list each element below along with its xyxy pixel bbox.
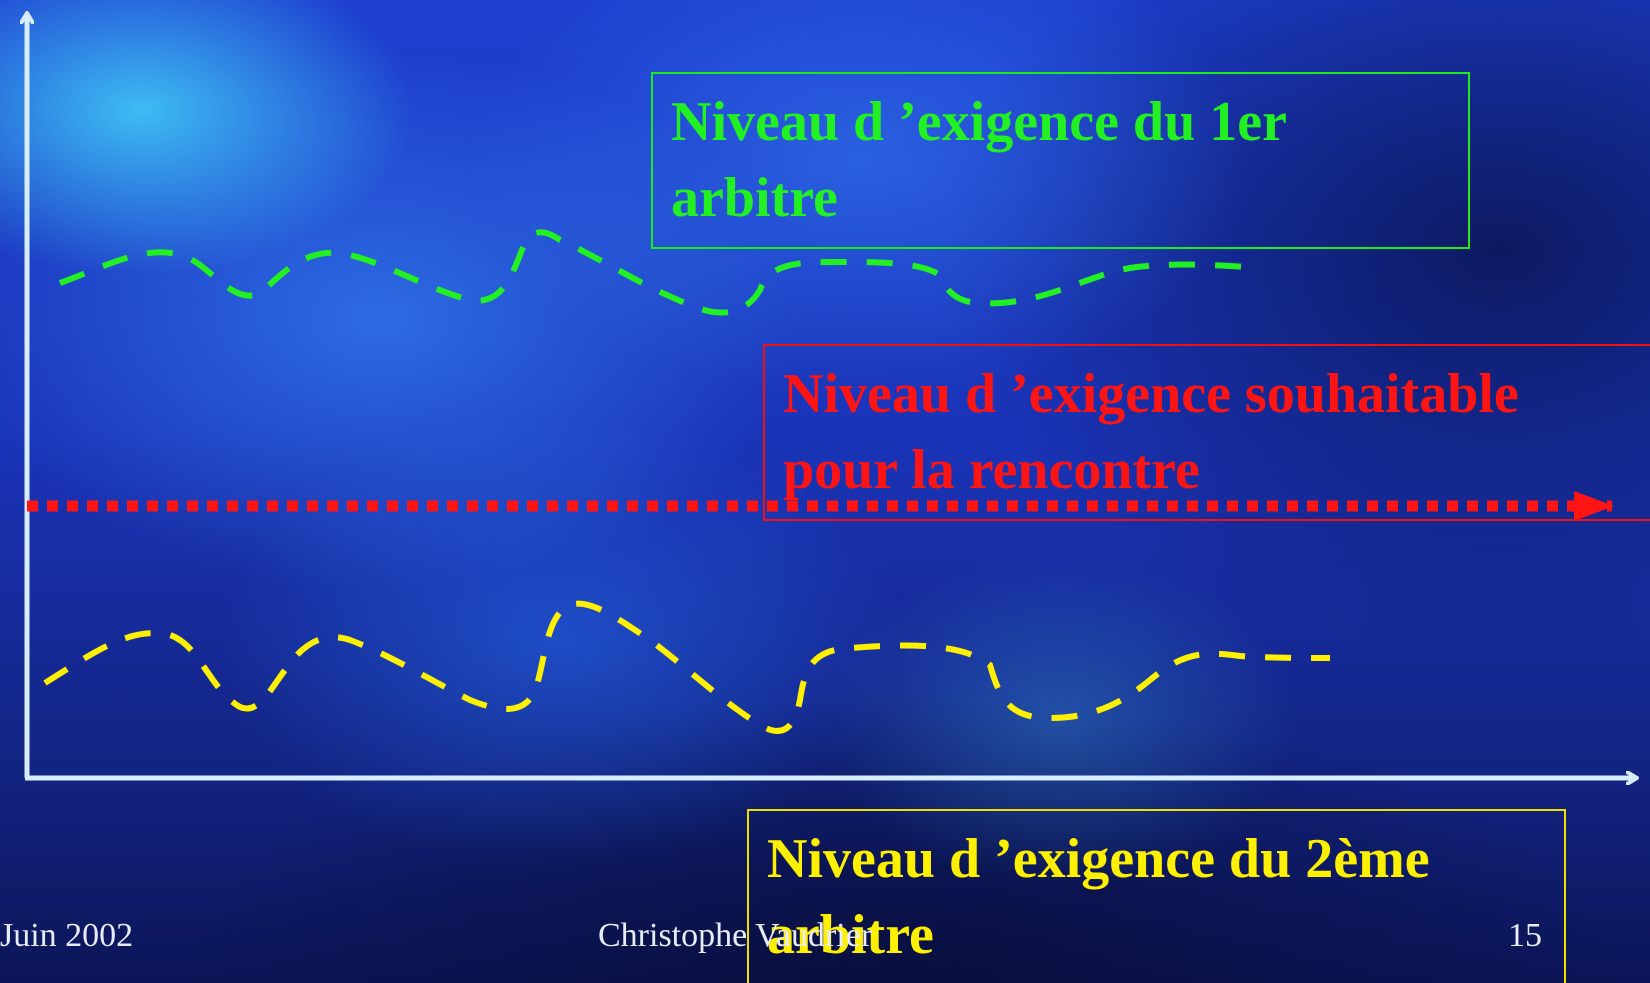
desirable-level-label: Niveau d ’exigence souhaitable pour la r… (763, 344, 1650, 521)
page-number: 15 (1508, 917, 1542, 954)
footer-author: Christophe Vaudrier (598, 917, 873, 954)
second-referee-label: Niveau d ’exigence du 2ème arbitre (747, 809, 1566, 983)
first-referee-curve (58, 229, 1261, 316)
footer-date: Juin 2002 (0, 917, 134, 954)
second-referee-curve (43, 600, 1331, 734)
first-referee-label: Niveau d ’exigence du 1er arbitre (651, 72, 1470, 249)
